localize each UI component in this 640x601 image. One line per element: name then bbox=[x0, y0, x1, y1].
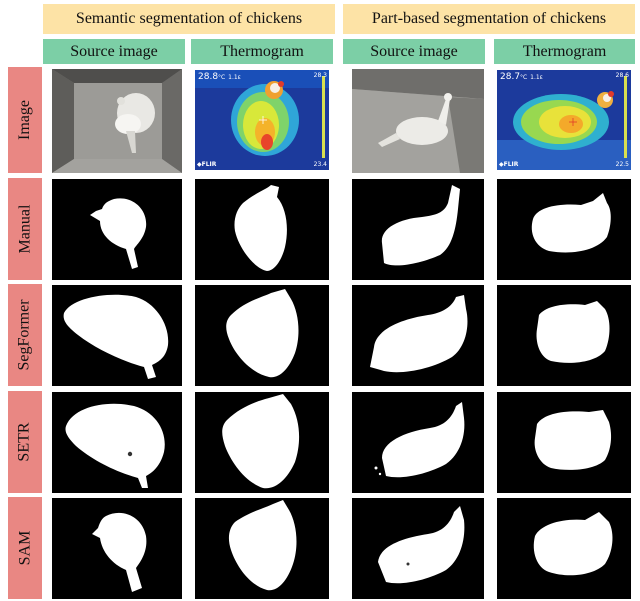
mask-segformer-part-thermo bbox=[497, 285, 631, 386]
column-header-thermogram-1: Thermogram bbox=[191, 39, 333, 64]
row-label-image: Image bbox=[8, 67, 42, 173]
source-photo-part-based bbox=[352, 69, 484, 173]
mask-setr-semantic-thermo bbox=[195, 392, 329, 493]
mask-manual-part-source bbox=[352, 179, 484, 280]
mask-manual-semantic-source bbox=[52, 179, 182, 280]
thermal-chicken-image bbox=[497, 70, 631, 170]
row-label-sam: SAM bbox=[8, 497, 42, 599]
thermo-temp-readout: 28.7°C 1.1ε bbox=[500, 72, 543, 82]
group-header-semantic: Semantic segmentation of chickens bbox=[43, 4, 335, 34]
group-header-part-based: Part-based segmentation of chickens bbox=[343, 4, 635, 34]
thermo-max-readout: 28.6 bbox=[615, 72, 629, 79]
mask-sam-semantic-thermo bbox=[195, 498, 329, 599]
source-photo-semantic bbox=[52, 69, 182, 173]
thermogram-semantic: 28.8°C 1.1ε 28.3 23.4 ◆FLIR bbox=[195, 70, 329, 170]
thermal-chicken-image bbox=[195, 70, 329, 170]
mask-segformer-semantic-thermo bbox=[195, 285, 329, 386]
flir-logo: ◆FLIR bbox=[499, 161, 519, 168]
mask-sam-semantic-source bbox=[52, 498, 182, 599]
thermogram-part-based: 28.7°C 1.1ε 28.6 22.5 ◆FLIR bbox=[497, 70, 631, 170]
row-label-setr: SETR bbox=[8, 391, 42, 493]
mask-sam-part-thermo bbox=[497, 498, 631, 599]
mask-manual-semantic-thermo bbox=[195, 179, 329, 280]
mask-sam-part-source bbox=[352, 498, 484, 599]
thermo-min-readout: 23.4 bbox=[313, 161, 327, 168]
mask-setr-semantic-source bbox=[52, 392, 182, 493]
thermo-temp-readout: 28.8°C 1.1ε bbox=[198, 72, 241, 82]
row-label-segformer: SegFormer bbox=[8, 284, 42, 386]
column-header-source-image-1: Source image bbox=[43, 39, 185, 64]
mask-manual-part-thermo bbox=[497, 179, 631, 280]
column-header-source-image-2: Source image bbox=[343, 39, 485, 64]
row-label-manual: Manual bbox=[8, 178, 42, 280]
mask-segformer-part-source bbox=[352, 285, 484, 386]
box-chicken-photo bbox=[52, 69, 182, 173]
box-chicken-photo bbox=[352, 69, 484, 173]
thermo-min-readout: 22.5 bbox=[615, 161, 629, 168]
flir-logo: ◆FLIR bbox=[197, 161, 217, 168]
thermo-max-readout: 28.3 bbox=[313, 72, 327, 79]
mask-setr-part-source bbox=[352, 392, 484, 493]
column-header-thermogram-2: Thermogram bbox=[494, 39, 635, 64]
mask-segformer-semantic-source bbox=[52, 285, 182, 386]
mask-setr-part-thermo bbox=[497, 392, 631, 493]
